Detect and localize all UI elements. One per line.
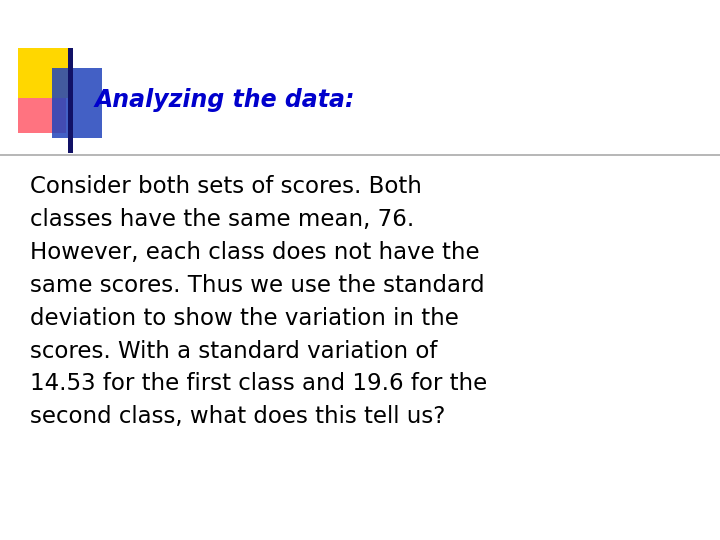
FancyBboxPatch shape [52, 68, 102, 138]
FancyBboxPatch shape [18, 48, 70, 98]
FancyBboxPatch shape [18, 88, 66, 133]
Text: Analyzing the data:: Analyzing the data: [95, 88, 356, 112]
FancyBboxPatch shape [68, 48, 73, 153]
Text: Consider both sets of scores. Both
classes have the same mean, 76.
However, each: Consider both sets of scores. Both class… [30, 175, 487, 428]
